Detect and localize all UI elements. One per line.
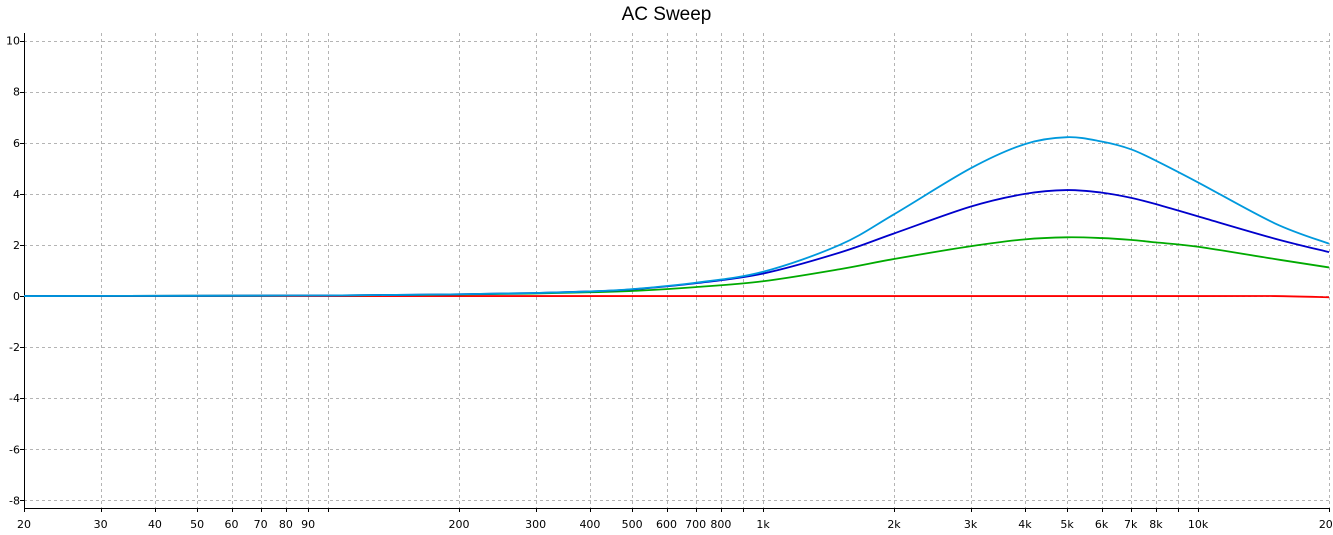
- x-tick-label: 3k: [964, 518, 978, 531]
- x-tick-label: 700: [685, 518, 706, 531]
- x-tick-label: 20: [17, 518, 31, 531]
- x-tick-label: 60: [225, 518, 239, 531]
- x-tick-label: 400: [579, 518, 600, 531]
- grid-lines: [24, 33, 1330, 508]
- x-tick-label: 2k: [887, 518, 901, 531]
- x-tick-label: 30: [94, 518, 108, 531]
- y-tick-label: -6: [9, 443, 20, 456]
- x-tick-label: 4k: [1018, 518, 1032, 531]
- x-tick-label: 600: [656, 518, 677, 531]
- x-tick-label: 50: [190, 518, 204, 531]
- x-tick-label: 5k: [1060, 518, 1074, 531]
- x-tick-label: 70: [254, 518, 268, 531]
- x-tick-label: 7k: [1124, 518, 1138, 531]
- x-tick-label: 20k: [1319, 518, 1333, 531]
- x-tick-label: 40: [148, 518, 162, 531]
- x-tick-label: 10k: [1188, 518, 1209, 531]
- x-tick-label: 6k: [1095, 518, 1109, 531]
- y-tick-label: 2: [13, 239, 20, 252]
- x-tick-label: 800: [710, 518, 731, 531]
- x-tick-label: 80: [279, 518, 293, 531]
- y-tick-label: 4: [13, 188, 20, 201]
- series-line-1: [23, 236, 1330, 297]
- x-tick-label: 300: [525, 518, 546, 531]
- y-tick-label: -8: [9, 494, 20, 507]
- y-tick-label: 10: [6, 35, 20, 48]
- x-tick-labels: 20 30 40 50 60 70 80 90 200 300 400 500 600 700 800 1k 2…: [17, 518, 1333, 531]
- series-line-2: [23, 189, 1330, 297]
- y-tick-label: 6: [13, 137, 20, 150]
- chart-title: AC Sweep: [621, 4, 712, 25]
- x-tick-label: 1k: [756, 518, 770, 531]
- series-lines: [23, 136, 1330, 299]
- x-tick-label: 500: [622, 518, 643, 531]
- y-tick-label: -4: [9, 392, 20, 405]
- y-tick-labels: 10 8 6 4 2 0 -2 -4 -6 -8: [6, 35, 20, 508]
- y-tick-label: -2: [9, 341, 20, 354]
- series-line-3: [23, 136, 1330, 297]
- x-tick-label: 200: [449, 518, 470, 531]
- x-tick-label: 8k: [1149, 518, 1163, 531]
- axes: [20, 33, 1330, 512]
- y-tick-label: 8: [13, 86, 20, 99]
- x-tick-label: 90: [301, 518, 315, 531]
- y-tick-label: 0: [13, 290, 20, 303]
